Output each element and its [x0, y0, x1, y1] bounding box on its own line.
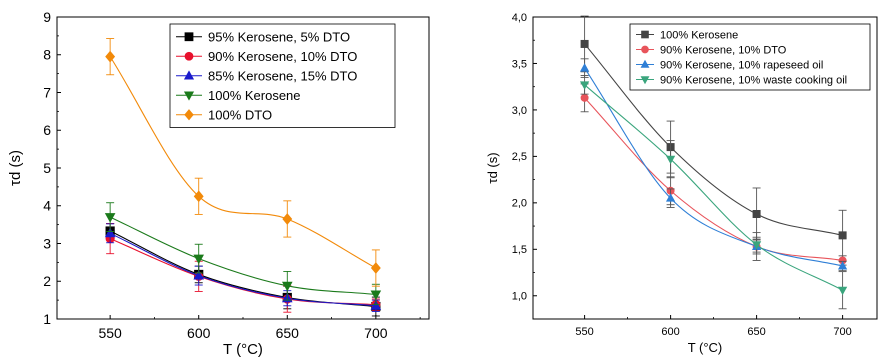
data-point [281, 281, 293, 292]
legend-marker [184, 51, 194, 61]
y-tick-label: 3,0 [512, 105, 527, 117]
legend-box [169, 23, 396, 128]
x-tick-label: 600 [661, 326, 679, 338]
data-point [193, 269, 205, 280]
y-tick-label: 1 [43, 311, 51, 327]
legend-label: 100% DTO [208, 107, 272, 122]
series-line [584, 97, 843, 262]
x-tick-label: 650 [747, 326, 765, 338]
data-point [104, 213, 116, 223]
y-tick-label: 4,0 [512, 12, 527, 24]
series-line [109, 238, 376, 306]
y-tick-label: 5 [43, 160, 51, 176]
y-tick-label: 1,0 [512, 291, 527, 303]
series-line [584, 84, 843, 291]
legend-label: 100% Kerosene [208, 88, 301, 103]
y-tick-label: 4 [43, 198, 51, 214]
legend-label: 95% Kerosene, 5% DTO [208, 29, 350, 44]
x-tick-label: 600 [187, 325, 211, 341]
x-tick-label: 550 [575, 326, 593, 338]
data-point [837, 261, 848, 270]
data-point [104, 227, 116, 238]
y-tick-label: 2,0 [512, 198, 527, 210]
y-tick-label: 3 [43, 235, 51, 251]
y-axis-title: τd (s) [7, 150, 24, 186]
series-2 [579, 58, 848, 272]
legend-marker [184, 109, 194, 121]
y-tick-label: 9 [43, 9, 51, 25]
legend-label: 90% Kerosene, 10% rapeseed oil [660, 59, 823, 71]
legend-label: 90% Kerosene, 10% DTO [660, 44, 787, 56]
y-tick-label: 6 [43, 122, 51, 138]
series-line [584, 43, 843, 236]
data-point [580, 93, 589, 102]
data-point [370, 262, 381, 274]
legend-marker [183, 70, 195, 80]
y-tick-label: 8 [43, 47, 51, 63]
data-point [193, 190, 204, 203]
chart-left: 1 2 3 4 5 6 7 8 9 550 600 650 700 T (°C) τd (s) 95% Ker… [7, 9, 430, 358]
series-line [109, 56, 377, 269]
series-2 [104, 223, 382, 312]
x-tick-label: 550 [98, 325, 122, 341]
data-point [837, 286, 848, 296]
series-1 [105, 223, 381, 313]
data-point [665, 155, 676, 165]
legend-marker [641, 30, 649, 39]
series-line [584, 67, 843, 267]
legend: 100% Kerosene 90% Kerosene, 10% DTO 90% Ke… [629, 23, 871, 91]
data-point [580, 39, 589, 48]
y-tick-label: 3,5 [512, 58, 527, 70]
data-point [579, 81, 590, 90]
series-3 [579, 75, 848, 310]
data-point [838, 231, 847, 240]
x-axis-title: T (°C) [223, 341, 263, 358]
series-line [109, 232, 376, 307]
data-point [282, 213, 293, 225]
x-axis-title: T (°C) [688, 340, 723, 355]
data-point [665, 193, 676, 202]
y-tick-label: 2,5 [512, 151, 527, 163]
legend-marker [641, 45, 649, 54]
y-tick-label: 2 [43, 273, 51, 289]
y-axis-title: τd (s) [485, 152, 500, 183]
legend-label: 85% Kerosene, 15% DTO [208, 68, 357, 83]
series-line [109, 230, 376, 308]
data-point [105, 50, 116, 63]
data-point [579, 63, 590, 72]
data-point [751, 241, 762, 250]
x-tick-label: 650 [276, 325, 300, 341]
plot-frame [532, 16, 878, 320]
chart-right: 1,0 1,5 2,0 2,5 3,0 3,5 4,0 550 600 650 700 T (°C) τ… [485, 12, 878, 355]
data-point [370, 290, 382, 301]
legend-box [629, 23, 871, 91]
series-3 [104, 202, 382, 306]
legend-marker [183, 91, 195, 101]
x-tick-label: 700 [364, 325, 388, 341]
y-tick-label: 1,5 [512, 244, 527, 256]
legend-marker [184, 32, 194, 42]
y-tick-label: 7 [43, 84, 51, 100]
legend-marker [640, 59, 650, 68]
series-1 [580, 83, 847, 266]
legend-marker [640, 76, 650, 85]
data-point [370, 300, 382, 310]
legend-label: 100% Kerosene [660, 29, 738, 41]
series-line [109, 216, 376, 296]
legend-label: 90% Kerosene, 10% DTO [208, 49, 357, 64]
legend: 95% Kerosene, 5% DTO 90% Kerosene, 10% DT… [169, 23, 396, 128]
data-point [752, 209, 761, 218]
x-tick-label: 700 [833, 326, 851, 338]
data-point [193, 254, 205, 265]
series-4 [105, 38, 381, 287]
series-0 [105, 223, 381, 317]
legend-label: 90% Kerosene, 10% waste cooking oil [660, 74, 847, 86]
